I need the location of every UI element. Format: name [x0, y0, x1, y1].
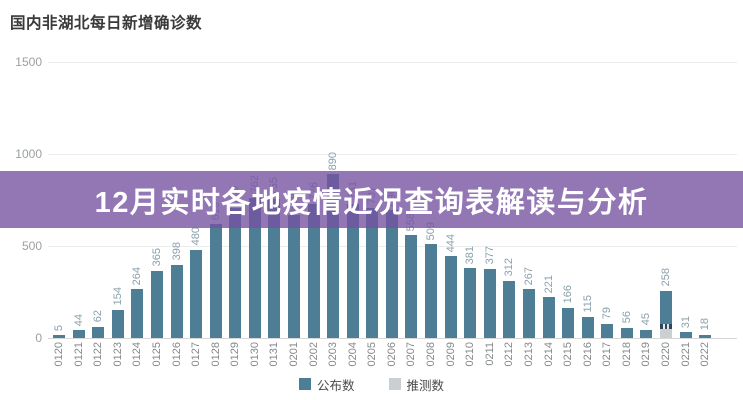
bar-0121 [72, 329, 85, 338]
x-axis-label-0222: 0222 [699, 342, 712, 367]
legend-swatch-icon [298, 378, 311, 390]
chart-legend: 公布数 推测数 [0, 374, 743, 394]
x-axis-label-0206: 0206 [385, 342, 398, 367]
legend-label: 推测数 [406, 378, 445, 393]
x-axis-label-0209: 0209 [444, 342, 457, 367]
x-axis-label-0202: 0202 [307, 342, 320, 367]
x-axis-label-0203: 0203 [327, 342, 340, 367]
bar-0126 [170, 264, 183, 338]
gridline-1500 [48, 62, 737, 63]
bar-0120 [53, 335, 65, 338]
bar-0123 [111, 309, 124, 338]
bar-0217 [601, 323, 614, 338]
bar-0214 [542, 297, 555, 338]
bar-0216 [581, 316, 594, 338]
legend-label: 公布数 [316, 378, 355, 393]
bar-0220 [660, 290, 672, 338]
overlay-banner: 12月实时各地疫情近况查询表解读与分析 [0, 171, 743, 228]
bar-0202 [307, 204, 320, 338]
y-axis-tick-0: 0 [35, 331, 42, 345]
x-axis-label-0121: 0121 [72, 342, 85, 367]
x-axis-label-0125: 0125 [150, 342, 163, 367]
x-axis-label-0205: 0205 [366, 342, 379, 367]
x-axis-label-0219: 0219 [640, 342, 653, 367]
x-axis-label-0201: 0201 [288, 342, 300, 367]
y-axis-tick-1000: 1000 [15, 147, 42, 161]
bar-0219 [640, 329, 653, 338]
bar-0215 [562, 307, 575, 338]
bar-0131 [268, 199, 281, 338]
bar-0213 [522, 288, 535, 338]
bar-0221 [679, 332, 692, 338]
bar-0206 [385, 209, 398, 338]
x-axis-label-0126: 0126 [170, 342, 183, 367]
x-axis-label-0213: 0213 [522, 342, 535, 367]
legend-swatch-icon [388, 378, 401, 390]
x-axis-label-0204: 0204 [346, 342, 359, 367]
x-axis-label-0220: 0220 [660, 342, 672, 367]
x-axis-label-0216: 0216 [581, 342, 594, 367]
x-axis-label-0217: 0217 [601, 342, 614, 367]
x-axis-label-0221: 0221 [679, 342, 692, 367]
legend-item-published[interactable]: 公布数 [298, 375, 355, 394]
x-axis-label-0131: 0131 [268, 342, 281, 367]
x-axis-label-0211: 0211 [483, 342, 496, 366]
x-axis-label-0124: 0124 [131, 342, 144, 367]
bar-0211 [483, 268, 496, 338]
bar-segment-estimated [660, 328, 672, 338]
bar-0204 [346, 203, 359, 338]
x-axis-label-0130: 0130 [248, 342, 261, 367]
bar-0207 [405, 235, 418, 338]
x-axis-label-0128: 0128 [209, 342, 222, 367]
bar-0122 [92, 326, 105, 338]
x-axis-label-0123: 0123 [111, 342, 124, 367]
x-axis-label-0218: 0218 [620, 342, 633, 367]
gridline-1000 [48, 154, 737, 155]
legend-item-estimated[interactable]: 推测数 [388, 375, 445, 394]
x-axis-label-0208: 0208 [425, 342, 437, 367]
bar-0222 [699, 334, 712, 338]
x-axis-label-0120: 0120 [53, 342, 65, 367]
gridline-0 [48, 338, 737, 339]
bar-0201 [288, 214, 300, 338]
bar-0209 [444, 256, 457, 338]
bar-0125 [150, 270, 163, 338]
bar-0205 [366, 207, 379, 338]
chart-title: 国内非湖北每日新增确诊数 [10, 15, 203, 32]
bar-0218 [620, 327, 633, 338]
overlay-banner-text: 12月实时各地疫情近况查询表解读与分析 [94, 186, 649, 219]
bar-0128 [209, 224, 222, 338]
bar-segment-marker [660, 323, 672, 329]
bar-0129 [229, 208, 242, 338]
bar-0130 [248, 197, 261, 338]
bar-0210 [464, 267, 477, 338]
x-axis-label-0207: 0207 [405, 342, 418, 367]
x-axis-label-0214: 0214 [542, 342, 555, 367]
bar-0127 [190, 249, 203, 338]
x-axis-label-0210: 0210 [464, 342, 477, 367]
x-axis-label-0127: 0127 [190, 342, 203, 367]
x-axis-label-0129: 0129 [229, 342, 242, 367]
bar-segment-published [660, 290, 672, 324]
x-axis-label-0122: 0122 [92, 342, 105, 367]
x-axis-label-0212: 0212 [503, 342, 516, 367]
y-axis-tick-500: 500 [21, 239, 42, 253]
y-axis-tick-1500: 1500 [15, 55, 42, 69]
bar-0124 [131, 289, 144, 338]
bar-0212 [503, 280, 516, 338]
x-axis-label-0215: 0215 [562, 342, 575, 367]
bar-0208 [425, 244, 437, 338]
